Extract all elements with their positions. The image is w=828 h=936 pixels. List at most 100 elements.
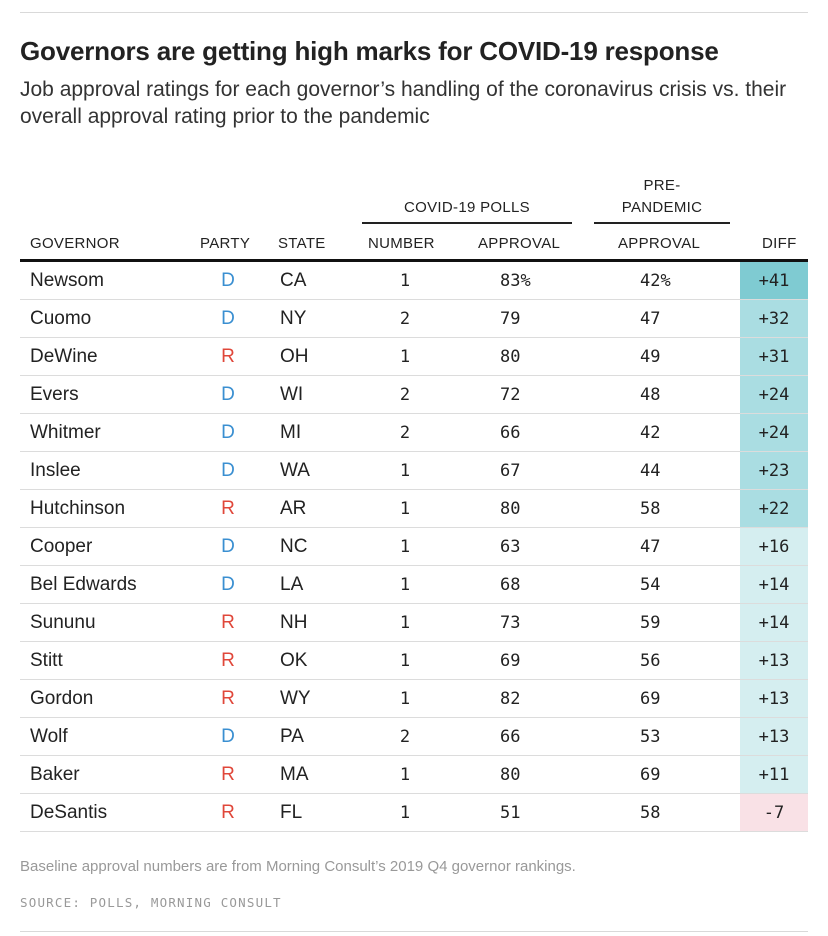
state-cell: OK <box>280 650 308 671</box>
party-cell: R <box>221 346 235 367</box>
diff-cell-background <box>740 414 808 452</box>
row-separator <box>20 793 808 794</box>
covid-approval-cell: 79 <box>500 309 521 329</box>
diff-cell-background <box>740 376 808 414</box>
row-separator <box>20 565 808 566</box>
covid-approval-cell: 72 <box>500 385 521 405</box>
pre-approval-cell: 69 <box>640 765 661 785</box>
covid-approval-cell: 67 <box>500 461 521 481</box>
state-cell: NH <box>280 612 308 633</box>
header-party: PARTY <box>200 235 251 252</box>
row-separator <box>20 489 808 490</box>
table-row: Cooper D NC 1 63 47 +16 <box>20 528 808 566</box>
covid-approval-cell: 63 <box>500 537 521 557</box>
header-pre-approval: APPROVAL <box>618 235 701 252</box>
diff-cell: +24 <box>758 423 790 443</box>
state-cell: OH <box>280 346 309 367</box>
governor-cell: Baker <box>30 764 80 785</box>
covid-approval-cell: 51 <box>500 803 521 823</box>
table-row: Gordon R WY 1 82 69 +13 <box>20 680 808 718</box>
table-row: Hutchinson R AR 1 80 58 +22 <box>20 490 808 528</box>
poll-count-cell: 1 <box>399 347 411 367</box>
state-cell: MA <box>280 764 309 785</box>
governor-cell: Whitmer <box>30 422 101 443</box>
poll-count-cell: 1 <box>399 765 411 785</box>
poll-count-cell: 1 <box>399 271 411 291</box>
table-row: Inslee D WA 1 67 44 +23 <box>20 452 808 490</box>
governor-cell: Bel Edwards <box>30 574 137 595</box>
poll-count-cell: 1 <box>399 613 411 633</box>
covid-polls-group-label: COVID-19 POLLS <box>404 199 530 216</box>
party-cell: R <box>221 498 235 519</box>
state-cell: NC <box>280 536 308 557</box>
table-row: DeSantis R FL 1 51 58 -7 <box>20 794 808 832</box>
row-separator <box>20 679 808 680</box>
table-row: Newsom D CA 1 83% 42% +41 <box>20 262 808 300</box>
party-cell: D <box>221 460 235 481</box>
chart-subtitle: Job approval ratings for each governor’s… <box>20 78 787 128</box>
poll-count-cell: 2 <box>399 309 411 329</box>
poll-count-cell: 2 <box>399 423 411 443</box>
header-diff: DIFF <box>762 235 797 252</box>
diff-cell: +11 <box>758 765 790 785</box>
pre-approval-cell: 58 <box>640 803 661 823</box>
covid-approval-cell: 80 <box>500 347 521 367</box>
governor-cell: Cooper <box>30 536 93 557</box>
top-rule <box>20 12 808 13</box>
party-cell: R <box>221 650 235 671</box>
chart-title: Governors are getting high marks for COV… <box>20 36 719 66</box>
state-cell: LA <box>280 574 304 595</box>
diff-cell-background <box>740 528 808 566</box>
diff-cell: +41 <box>758 271 790 291</box>
table-row: Baker R MA 1 80 69 +11 <box>20 756 808 794</box>
pre-approval-cell: 69 <box>640 689 661 709</box>
covid-approval-cell: 80 <box>500 765 521 785</box>
table-row: Bel Edwards D LA 1 68 54 +14 <box>20 566 808 604</box>
state-cell: FL <box>280 802 303 823</box>
governor-cell: Wolf <box>30 726 68 747</box>
poll-count-cell: 2 <box>399 727 411 747</box>
diff-cell: +13 <box>758 651 790 671</box>
state-cell: WI <box>280 384 304 405</box>
row-separator <box>20 451 808 452</box>
header-covid-approval: APPROVAL <box>478 235 561 252</box>
diff-cell-background <box>740 680 808 718</box>
governor-cell: DeWine <box>30 346 98 367</box>
party-cell: D <box>221 536 235 557</box>
row-separator <box>20 337 808 338</box>
state-cell: CA <box>280 270 307 291</box>
governor-cell: DeSantis <box>30 802 108 823</box>
diff-cell: +13 <box>758 689 790 709</box>
party-cell: D <box>221 422 235 443</box>
pre-approval-cell: 47 <box>640 537 661 557</box>
row-separator <box>20 831 808 832</box>
diff-cell: +23 <box>758 461 790 481</box>
covid-approval-cell: 66 <box>500 423 521 443</box>
diff-cell-background <box>740 262 808 300</box>
table-row: Wolf D PA 2 66 53 +13 <box>20 718 808 756</box>
party-cell: R <box>221 764 235 785</box>
party-cell: R <box>221 612 235 633</box>
covid-polls-group-line <box>362 222 572 224</box>
covid-approval-cell: 82 <box>500 689 521 709</box>
state-cell: PA <box>280 726 304 747</box>
diff-cell-background <box>740 794 808 832</box>
pre-approval-cell: 53 <box>640 727 661 747</box>
diff-cell: +14 <box>758 575 790 595</box>
governor-cell: Sununu <box>30 612 96 633</box>
table-row: Stitt R OK 1 69 56 +13 <box>20 642 808 680</box>
table-row: DeWine R OH 1 80 49 +31 <box>20 338 808 376</box>
poll-count-cell: 1 <box>399 461 411 481</box>
diff-cell: +24 <box>758 385 790 405</box>
header-state: STATE <box>278 235 326 252</box>
pre-approval-cell: 54 <box>640 575 661 595</box>
diff-cell: +16 <box>758 537 790 557</box>
pre-approval-cell: 59 <box>640 613 661 633</box>
covid-approval-cell: 68 <box>500 575 521 595</box>
diff-cell-background <box>740 718 808 756</box>
pre-approval-cell: 44 <box>640 461 661 481</box>
table-row: Sununu R NH 1 73 59 +14 <box>20 604 808 642</box>
footnote: Baseline approval numbers are from Morni… <box>20 858 576 875</box>
pre-approval-cell: 47 <box>640 309 661 329</box>
governor-cell: Evers <box>30 384 79 405</box>
